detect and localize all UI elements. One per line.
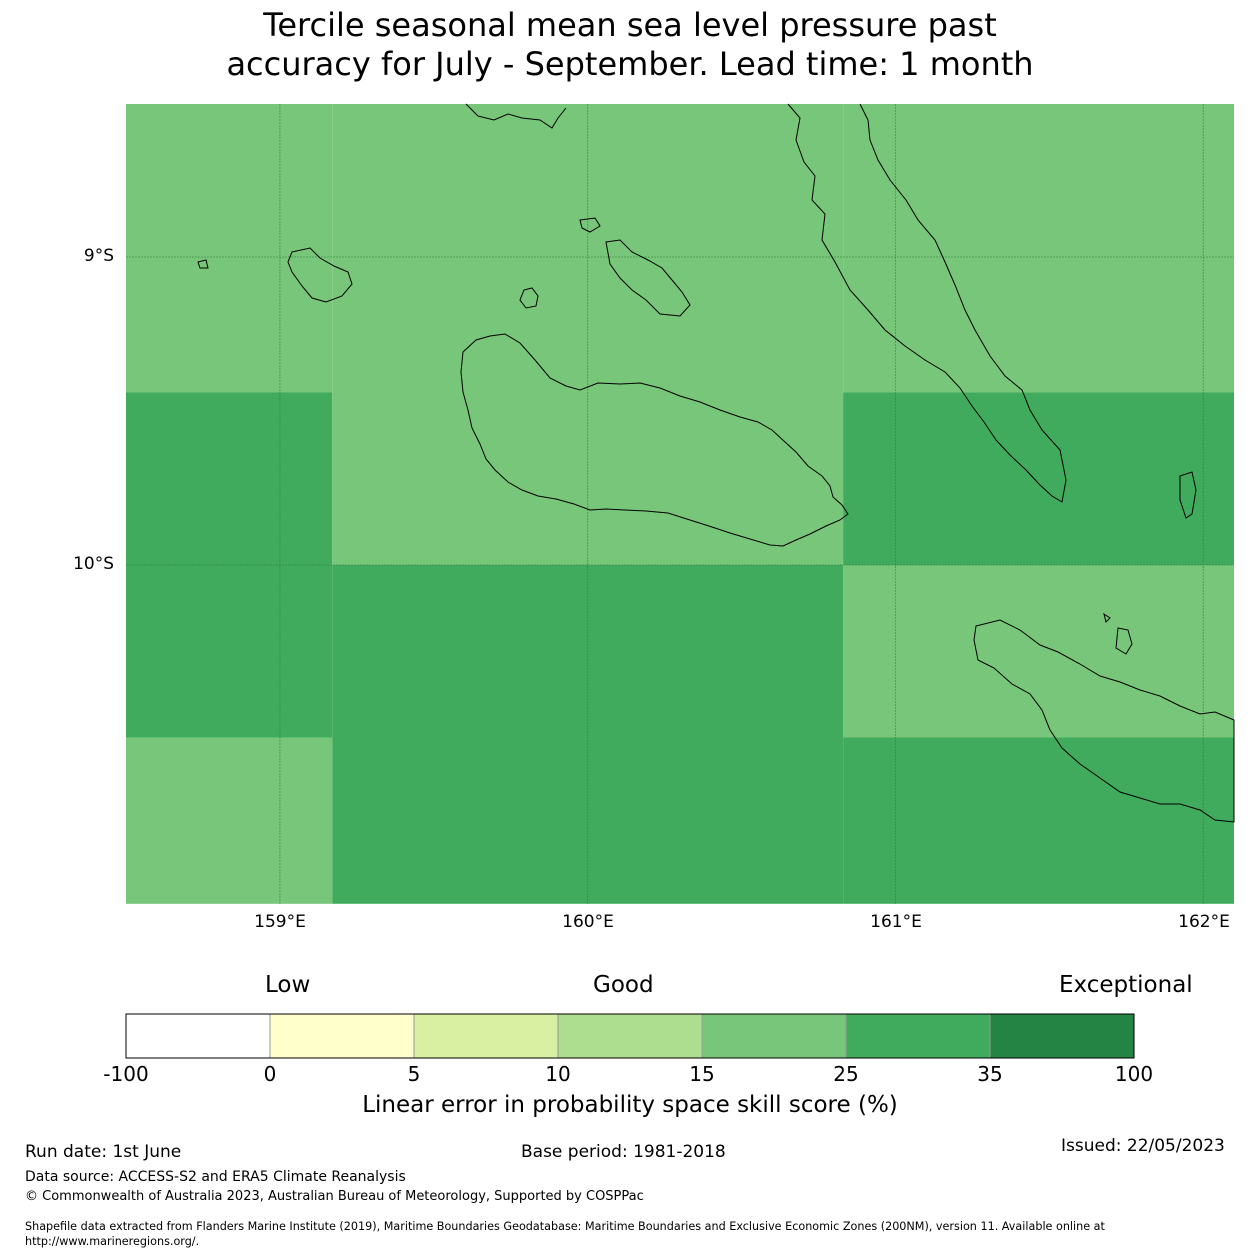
colorbar-segment-1 [269,1013,415,1059]
colorbar-tick: 15 [689,1062,715,1086]
coastline-makira [973,619,1235,823]
coastline-guadalcanal [460,333,849,547]
colorbar-segment-6 [989,1013,1135,1059]
colorbar-segment-5 [845,1013,991,1059]
copyright: © Commonwealth of Australia 2023, Austra… [25,1189,644,1204]
colorbar-segment-3 [557,1013,703,1059]
colorbar-tick: 5 [407,1062,421,1086]
data-source: Data source: ACCESS-S2 and ERA5 Climate … [25,1169,406,1185]
skill-cell-6 [126,565,333,738]
coastline-malaita [787,103,1067,503]
colorbar-tick: 25 [833,1062,859,1086]
colorbar-tick: 10 [545,1062,571,1086]
coastline-santa-isabel [465,103,567,129]
coastline-florida-islands [605,239,691,317]
colorbar-segment-2 [413,1013,559,1059]
skill-cell-3 [126,392,333,565]
issued-date: Issued: 22/05/2023 [1061,1136,1225,1156]
colorbar [125,1013,1135,1059]
coastline-small-island-1 [579,217,601,233]
map-title: Tercile seasonal mean sea level pressure… [0,6,1260,84]
coastline-small-island-2 [197,259,209,269]
colorbar-tick: 100 [1114,1062,1154,1086]
lat-label-10s: 10°S [73,554,114,574]
coastline-small-island-4 [1103,612,1111,623]
coastlines [197,103,1235,823]
colorbar-category-good: Good [593,972,654,998]
skill-cell-2 [843,104,1234,393]
graticule [126,104,1234,904]
coastline-small-island-3 [1179,471,1197,519]
run-date: Run date: 1st June [25,1142,182,1162]
skill-grid [126,104,1234,904]
colorbar-tick: 0 [263,1062,277,1086]
coastline-russell-islands [287,247,353,303]
title-line-2: accuracy for July - September. Lead time… [226,45,1034,83]
skill-cell-8 [843,565,1234,738]
lat-label-9s: 9°S [83,246,114,266]
coastline-savo [519,287,539,309]
coastline-ugi-island [1115,627,1133,655]
lon-label-159e: 159°E [254,912,306,932]
lon-label-162e: 162°E [1178,912,1230,932]
skill-cell-9 [126,737,333,904]
colorbar-tick: 35 [977,1062,1003,1086]
lon-label-160e: 160°E [562,912,614,932]
colorbar-tick: -100 [103,1062,149,1086]
skill-cell-0 [126,104,333,393]
lon-label-161e: 161°E [870,912,922,932]
colorbar-frame [125,1013,1135,1059]
skill-cell-5 [843,392,1234,565]
shapefile-credit-line-2: http://www.marineregions.org/. [25,1235,200,1248]
colorbar-label: Linear error in probability space skill … [362,1092,898,1118]
base-period: Base period: 1981-2018 [521,1142,726,1162]
colorbar-category-low: Low [265,972,311,998]
title-line-1: Tercile seasonal mean sea level pressure… [263,6,997,44]
skill-cell-11 [843,737,1234,904]
colorbar-segment-4 [701,1013,847,1059]
colorbar-category-exceptional: Exceptional [1059,972,1193,998]
colorbar-segment-0 [125,1013,271,1059]
shapefile-credit-line-1: Shapefile data extracted from Flanders M… [25,1220,1105,1233]
